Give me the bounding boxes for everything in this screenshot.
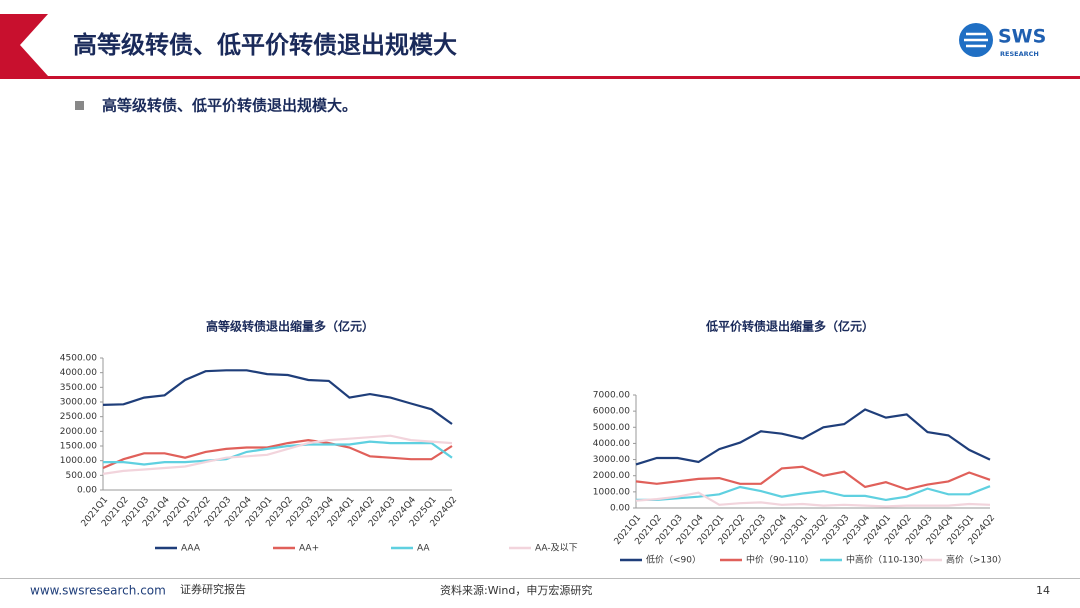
series-line: [102, 438, 453, 470]
y-tick-label: 7000.00: [593, 391, 630, 401]
y-tick-label: 3000.00: [593, 455, 630, 465]
y-tick-label: 2000.00: [60, 427, 97, 437]
legend-label: AA-及以下: [535, 543, 578, 554]
legend-label: AAA: [181, 544, 201, 554]
legend-label: AA: [417, 544, 430, 554]
series-line: [635, 408, 991, 466]
y-tick-label: 3000.00: [60, 398, 97, 408]
series-line: [635, 491, 991, 508]
y-tick-label: 4500.00: [60, 354, 97, 364]
logo-stripes: [964, 32, 988, 48]
y-tick-label: 0.00: [77, 486, 97, 496]
series-line: [636, 485, 991, 502]
series-line: [635, 465, 991, 491]
footer-report: 证券研究报告: [180, 582, 246, 596]
y-tick-label: 4000.00: [60, 368, 97, 378]
legend-label: 中价（90-110）: [746, 554, 814, 566]
series-line: [102, 369, 453, 425]
legend-label: 低价（<90）: [646, 554, 701, 566]
footer-site: www.swsresearch.com: [30, 584, 166, 598]
y-tick-label: 3500.00: [60, 383, 97, 393]
logo-text: SWS: [998, 26, 1046, 48]
y-tick-label: 4000.00: [593, 439, 630, 449]
slide-title: 高等级转债、低平价转债退出规模大: [73, 31, 457, 59]
y-tick-label: 1000.00: [60, 456, 97, 466]
y-tick-label: 1000.00: [593, 487, 630, 497]
page-number: 14: [1036, 584, 1050, 597]
footer-source: 资料来源:Wind，申万宏源研究: [440, 583, 592, 597]
chart-title: 低平价转债退出缩量多（亿元）: [705, 319, 874, 334]
legend-label: 中高价（110-130）: [846, 554, 929, 566]
bullet-square: [75, 101, 84, 110]
legend-label: AA+: [299, 544, 319, 554]
y-tick-label: 500.00: [66, 471, 98, 481]
legend-label: 高价（>130）: [946, 554, 1007, 566]
title-wedge: [0, 14, 48, 76]
y-tick-label: 5000.00: [593, 423, 630, 433]
y-tick-label: 2500.00: [60, 412, 97, 422]
y-tick-label: 2000.00: [593, 471, 630, 481]
chart-title: 高等级转债退出缩量多（亿元）: [206, 319, 374, 334]
y-tick-label: 0.00: [610, 504, 630, 514]
footer-rule: [0, 578, 1080, 579]
title-rule: [0, 76, 1080, 79]
bullet-text: 高等级转债、低平价转债退出规模大。: [102, 97, 357, 115]
y-tick-label: 6000.00: [593, 407, 630, 417]
series-line: [103, 440, 453, 466]
y-tick-label: 1500.00: [60, 442, 97, 452]
series-line: [102, 434, 453, 475]
logo-subtext: RESEARCH: [1000, 50, 1039, 58]
